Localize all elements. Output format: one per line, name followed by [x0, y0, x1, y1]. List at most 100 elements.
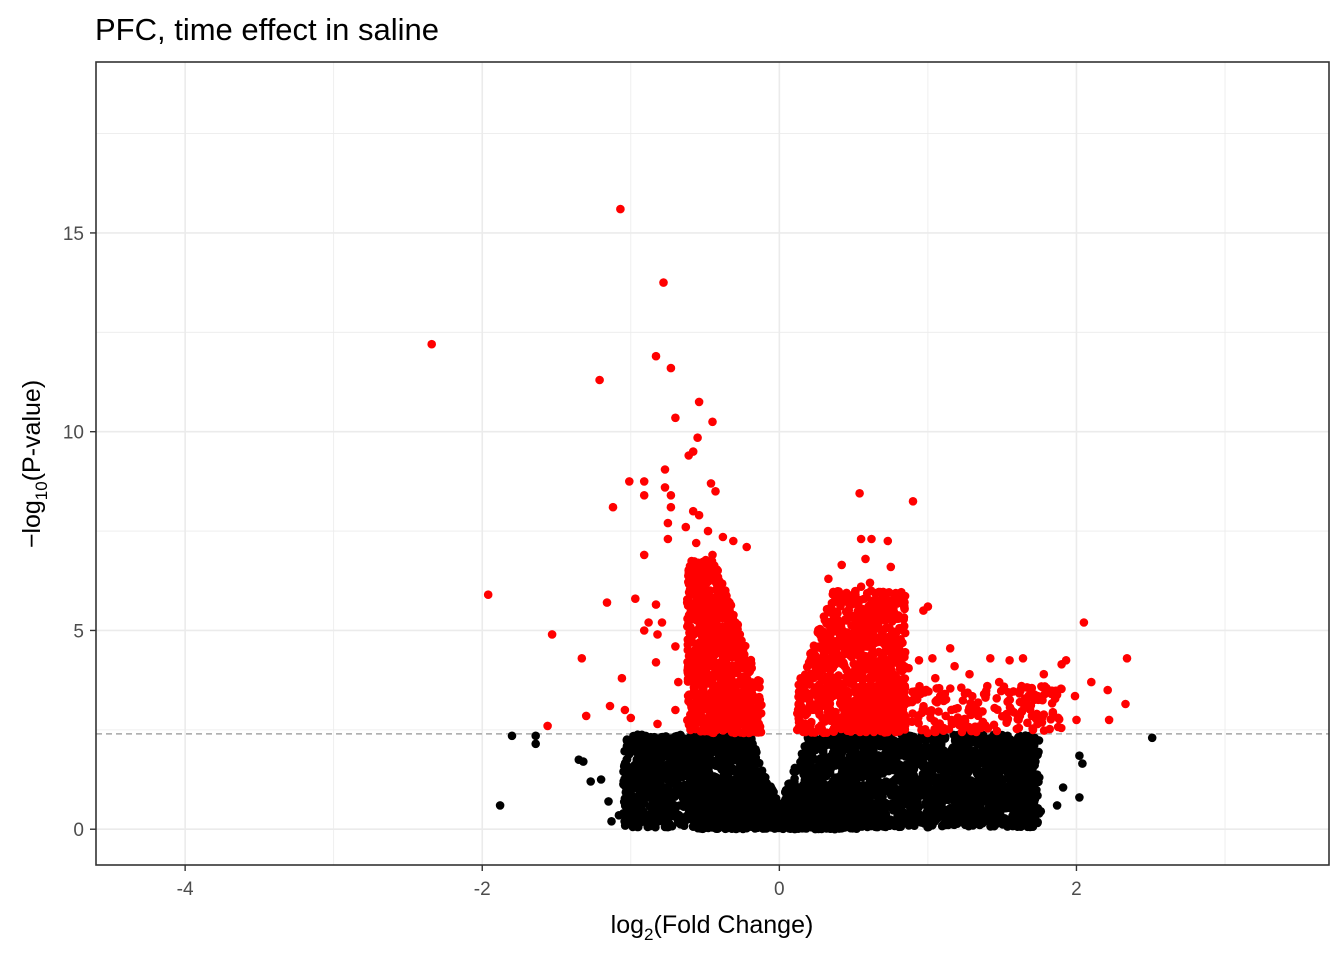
- non-significant-point: [629, 803, 639, 812]
- non-significant-point: [818, 822, 827, 832]
- non-significant-point: [870, 762, 880, 771]
- non-significant-point: [971, 807, 980, 816]
- non-significant-point: [829, 795, 838, 805]
- non-significant-point: [903, 790, 913, 800]
- non-significant-point: [738, 799, 747, 809]
- non-significant-point: [1075, 751, 1084, 760]
- non-significant-point: [669, 787, 678, 797]
- non-significant-point: [823, 739, 832, 748]
- non-significant-point: [886, 781, 896, 791]
- non-significant-point: [808, 753, 818, 762]
- non-significant-point: [924, 822, 933, 832]
- non-significant-point: [1009, 809, 1019, 818]
- non-significant-point: [918, 762, 927, 771]
- non-significant-point: [887, 735, 897, 745]
- non-significant-point: [953, 738, 963, 747]
- non-significant-point: [976, 752, 985, 761]
- non-significant-point: [1011, 781, 1020, 790]
- non-significant-point: [864, 790, 874, 800]
- non-significant-point: [952, 786, 961, 796]
- non-significant-point: [607, 817, 616, 826]
- non-significant-point: [917, 786, 926, 796]
- non-significant-point: [711, 740, 721, 750]
- non-significant-point: [784, 816, 794, 826]
- non-significant-point: [888, 743, 897, 753]
- non-significant-point: [850, 776, 860, 785]
- non-significant-point: [641, 777, 651, 787]
- chart-title: PFC, time effect in saline: [95, 12, 439, 47]
- non-significant-point: [851, 755, 861, 765]
- non-significant-point: [1036, 807, 1046, 816]
- non-significant-point: [648, 800, 658, 810]
- non-significant-point: [672, 731, 682, 741]
- non-significant-point: [1015, 800, 1025, 810]
- non-significant-point: [996, 753, 1005, 762]
- non-significant-point: [792, 822, 801, 832]
- non-significant-point: [791, 766, 801, 776]
- non-significant-point: [917, 755, 926, 764]
- non-significant-point: [900, 770, 910, 780]
- non-significant-point: [830, 750, 840, 760]
- non-significant-point: [643, 820, 653, 829]
- non-significant-point: [1078, 759, 1087, 768]
- non-significant-point: [702, 747, 712, 756]
- non-significant-point: [793, 790, 803, 799]
- non-significant-point: [689, 744, 698, 754]
- non-significant-point: [984, 802, 994, 811]
- non-significant-point: [703, 777, 712, 787]
- non-significant-point: [818, 746, 827, 755]
- non-significant-point: [972, 763, 981, 773]
- non-significant-point: [673, 760, 682, 769]
- non-significant-point: [942, 816, 951, 825]
- non-significant-point: [989, 742, 999, 752]
- non-significant-point: [837, 769, 847, 778]
- non-significant-point: [931, 773, 940, 782]
- non-significant-point: [819, 764, 829, 773]
- non-significant-point: [837, 823, 846, 832]
- non-significant-point: [842, 759, 851, 768]
- non-significant-point: [673, 746, 682, 755]
- non-significant-point: [905, 762, 915, 771]
- non-significant-point: [966, 779, 975, 788]
- non-significant-point: [699, 755, 709, 765]
- non-significant-point: [821, 810, 831, 820]
- non-significant-point: [678, 794, 688, 803]
- non-significant-point: [832, 737, 842, 747]
- non-significant-point: [922, 748, 931, 757]
- non-significant-point: [963, 814, 972, 824]
- non-significant-point: [751, 745, 760, 754]
- non-significant-point: [1029, 741, 1039, 750]
- non-significant-point: [634, 822, 643, 832]
- non-significant-point: [752, 791, 761, 801]
- data-points: [427, 204, 1157, 834]
- non-significant-point: [866, 736, 875, 746]
- non-significant-point: [650, 814, 659, 823]
- non-significant-point: [643, 737, 652, 746]
- non-significant-point: [604, 797, 613, 806]
- non-significant-point: [878, 792, 887, 802]
- non-significant-point: [804, 735, 813, 745]
- non-significant-point: [908, 777, 917, 786]
- non-significant-point: [999, 733, 1009, 742]
- non-significant-point: [657, 772, 667, 781]
- non-significant-point: [1058, 783, 1068, 792]
- non-significant-point: [622, 736, 632, 746]
- non-significant-point: [929, 788, 939, 797]
- non-significant-point: [802, 807, 811, 817]
- non-significant-point: [741, 751, 750, 761]
- non-significant-point: [666, 771, 675, 780]
- non-significant-point: [695, 818, 704, 827]
- non-significant-point: [707, 757, 716, 766]
- non-significant-point: [820, 753, 830, 763]
- non-significant-point: [792, 800, 802, 809]
- non-significant-point: [919, 772, 928, 781]
- non-significant-point: [905, 739, 914, 749]
- non-significant-point: [963, 791, 973, 801]
- non-significant-point: [961, 744, 970, 754]
- non-significant-point: [686, 768, 695, 777]
- non-significant-point: [964, 821, 973, 831]
- non-significant-point: [661, 810, 671, 819]
- non-significant-point: [896, 820, 905, 829]
- non-significant-point: [1075, 793, 1084, 802]
- non-significant-point: [670, 809, 679, 818]
